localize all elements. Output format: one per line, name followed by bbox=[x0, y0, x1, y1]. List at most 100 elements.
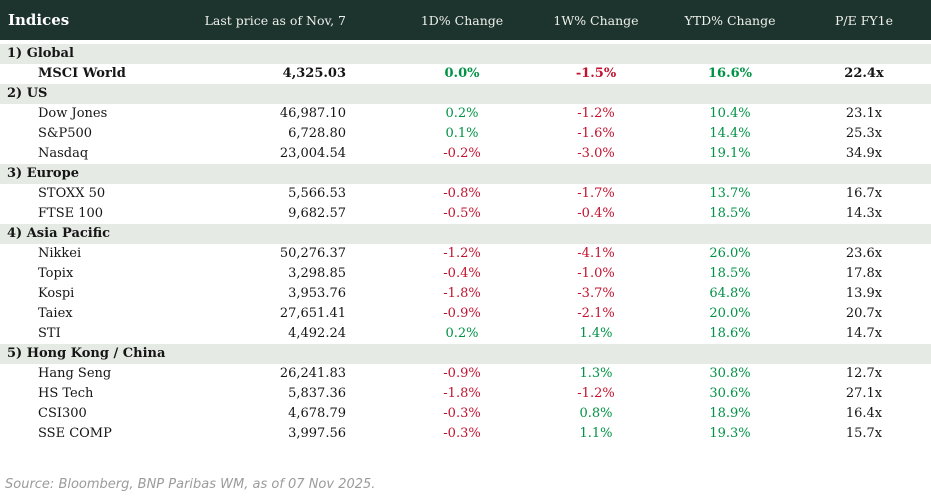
row-spacer bbox=[346, 264, 395, 284]
pe-fy1e: 12.7x bbox=[845, 366, 883, 381]
index-name: Nasdaq bbox=[38, 146, 89, 161]
change-1d: 0.1% bbox=[445, 126, 479, 141]
change-ytd: 18.6% bbox=[709, 326, 751, 341]
row-spacer bbox=[346, 364, 395, 384]
last-price: 23,004.54 bbox=[279, 146, 346, 161]
change-ytd: 19.3% bbox=[709, 426, 751, 441]
change-1d: -1.8% bbox=[443, 386, 481, 401]
change-1d: 0.2% bbox=[445, 106, 479, 121]
index-row: STOXX 50 5,566.53 -0.8% -1.7% 13.7% 16.7x bbox=[0, 184, 931, 204]
pe-fy1e: 23.6x bbox=[845, 246, 883, 261]
section-label: 4) Asia Pacific bbox=[7, 226, 111, 241]
index-name: S&P500 bbox=[38, 126, 93, 141]
section-row: 4) Asia Pacific bbox=[0, 224, 931, 244]
change-1w: -1.2% bbox=[577, 386, 615, 401]
pe-fy1e: 16.7x bbox=[845, 186, 883, 201]
table-title: Indices bbox=[8, 11, 70, 29]
change-ytd: 14.4% bbox=[709, 126, 751, 141]
change-1w: -3.0% bbox=[577, 146, 615, 161]
index-row: HS Tech 5,837.36 -1.8% -1.2% 30.6% 27.1x bbox=[0, 384, 931, 404]
row-spacer bbox=[346, 184, 395, 204]
column-header-last-price: Last price as of Nov, 7 bbox=[204, 12, 346, 28]
index-row: STI 4,492.24 0.2% 1.4% 18.6% 14.7x bbox=[0, 324, 931, 344]
pe-fy1e: 14.7x bbox=[845, 326, 883, 341]
last-price: 27,651.41 bbox=[279, 306, 346, 321]
change-ytd: 13.7% bbox=[709, 186, 751, 201]
pe-fy1e: 20.7x bbox=[845, 306, 883, 321]
change-1d: -0.5% bbox=[443, 206, 481, 221]
section-row: 5) Hong Kong / China bbox=[0, 344, 931, 364]
column-header-1d-change: 1D% Change bbox=[420, 12, 504, 28]
section-row: 1) Global bbox=[0, 44, 931, 64]
table-header: Indices Last price as of Nov, 7 1D% Chan… bbox=[0, 0, 931, 40]
index-row: MSCI World 4,325.03 0.0% -1.5% 16.6% 22.4x bbox=[0, 64, 931, 84]
column-header-pe-fy1e: P/E FY1e bbox=[835, 12, 893, 28]
pe-fy1e: 23.1x bbox=[845, 106, 883, 121]
last-price: 3,953.76 bbox=[288, 286, 346, 301]
last-price: 5,837.36 bbox=[288, 386, 346, 401]
section-label: 1) Global bbox=[7, 46, 74, 61]
index-name: HS Tech bbox=[38, 386, 94, 401]
index-name: Dow Jones bbox=[38, 106, 108, 121]
change-1w: 1.3% bbox=[579, 366, 613, 381]
change-ytd: 10.4% bbox=[709, 106, 751, 121]
index-name: MSCI World bbox=[38, 66, 126, 81]
row-spacer bbox=[346, 324, 395, 344]
change-1d: -0.2% bbox=[443, 146, 481, 161]
index-row: Hang Seng 26,241.83 -0.9% 1.3% 30.8% 12.7x bbox=[0, 364, 931, 384]
change-1w: -2.1% bbox=[577, 306, 615, 321]
change-ytd: 30.6% bbox=[709, 386, 751, 401]
change-ytd: 20.0% bbox=[709, 306, 751, 321]
index-name: Nikkei bbox=[38, 246, 82, 261]
pe-fy1e: 22.4x bbox=[844, 66, 884, 81]
change-1w: -4.1% bbox=[577, 246, 615, 261]
section-row: 3) Europe bbox=[0, 164, 931, 184]
source-note: Source: Bloomberg, BNP Paribas WM, as of… bbox=[5, 477, 376, 492]
change-1w: -3.7% bbox=[577, 286, 615, 301]
index-row: Topix 3,298.85 -0.4% -1.0% 18.5% 17.8x bbox=[0, 264, 931, 284]
change-1w: 1.1% bbox=[579, 426, 613, 441]
change-1w: 1.4% bbox=[579, 326, 613, 341]
change-1w: -0.4% bbox=[577, 206, 615, 221]
change-1w: 0.8% bbox=[579, 406, 613, 421]
change-1d: -0.9% bbox=[443, 306, 481, 321]
row-spacer bbox=[346, 204, 395, 224]
last-price: 50,276.37 bbox=[279, 246, 346, 261]
last-price: 6,728.80 bbox=[288, 126, 346, 141]
index-name: Topix bbox=[38, 266, 74, 281]
row-spacer bbox=[346, 384, 395, 404]
last-price: 4,325.03 bbox=[282, 66, 346, 81]
index-name: CSI300 bbox=[38, 406, 87, 421]
change-1w: -1.5% bbox=[575, 66, 617, 81]
row-spacer bbox=[346, 104, 395, 124]
last-price: 46,987.10 bbox=[279, 106, 346, 121]
change-1w: -1.7% bbox=[577, 186, 615, 201]
pe-fy1e: 25.3x bbox=[845, 126, 883, 141]
change-1w: -1.0% bbox=[577, 266, 615, 281]
change-1d: -1.2% bbox=[443, 246, 481, 261]
index-row: Nikkei 50,276.37 -1.2% -4.1% 26.0% 23.6x bbox=[0, 244, 931, 264]
index-row: Taiex 27,651.41 -0.9% -2.1% 20.0% 20.7x bbox=[0, 304, 931, 324]
index-row: S&P500 6,728.80 0.1% -1.6% 14.4% 25.3x bbox=[0, 124, 931, 144]
change-1w: -1.2% bbox=[577, 106, 615, 121]
index-row: Nasdaq 23,004.54 -0.2% -3.0% 19.1% 34.9x bbox=[0, 144, 931, 164]
pe-fy1e: 27.1x bbox=[845, 386, 883, 401]
change-1d: -0.3% bbox=[443, 426, 481, 441]
last-price: 4,492.24 bbox=[288, 326, 346, 341]
row-spacer bbox=[346, 64, 395, 84]
row-spacer bbox=[346, 404, 395, 424]
change-1d: -0.8% bbox=[443, 186, 481, 201]
pe-fy1e: 16.4x bbox=[845, 406, 883, 421]
last-price: 3,997.56 bbox=[288, 426, 346, 441]
pe-fy1e: 13.9x bbox=[845, 286, 883, 301]
section-label: 5) Hong Kong / China bbox=[7, 346, 166, 361]
index-name: Hang Seng bbox=[38, 366, 112, 381]
change-ytd: 18.5% bbox=[709, 206, 751, 221]
pe-fy1e: 17.8x bbox=[845, 266, 883, 281]
index-name: Kospi bbox=[38, 286, 75, 301]
change-ytd: 64.8% bbox=[709, 286, 751, 301]
change-ytd: 16.6% bbox=[707, 66, 752, 81]
change-1d: -0.3% bbox=[443, 406, 481, 421]
last-price: 5,566.53 bbox=[288, 186, 346, 201]
last-price: 4,678.79 bbox=[288, 406, 346, 421]
